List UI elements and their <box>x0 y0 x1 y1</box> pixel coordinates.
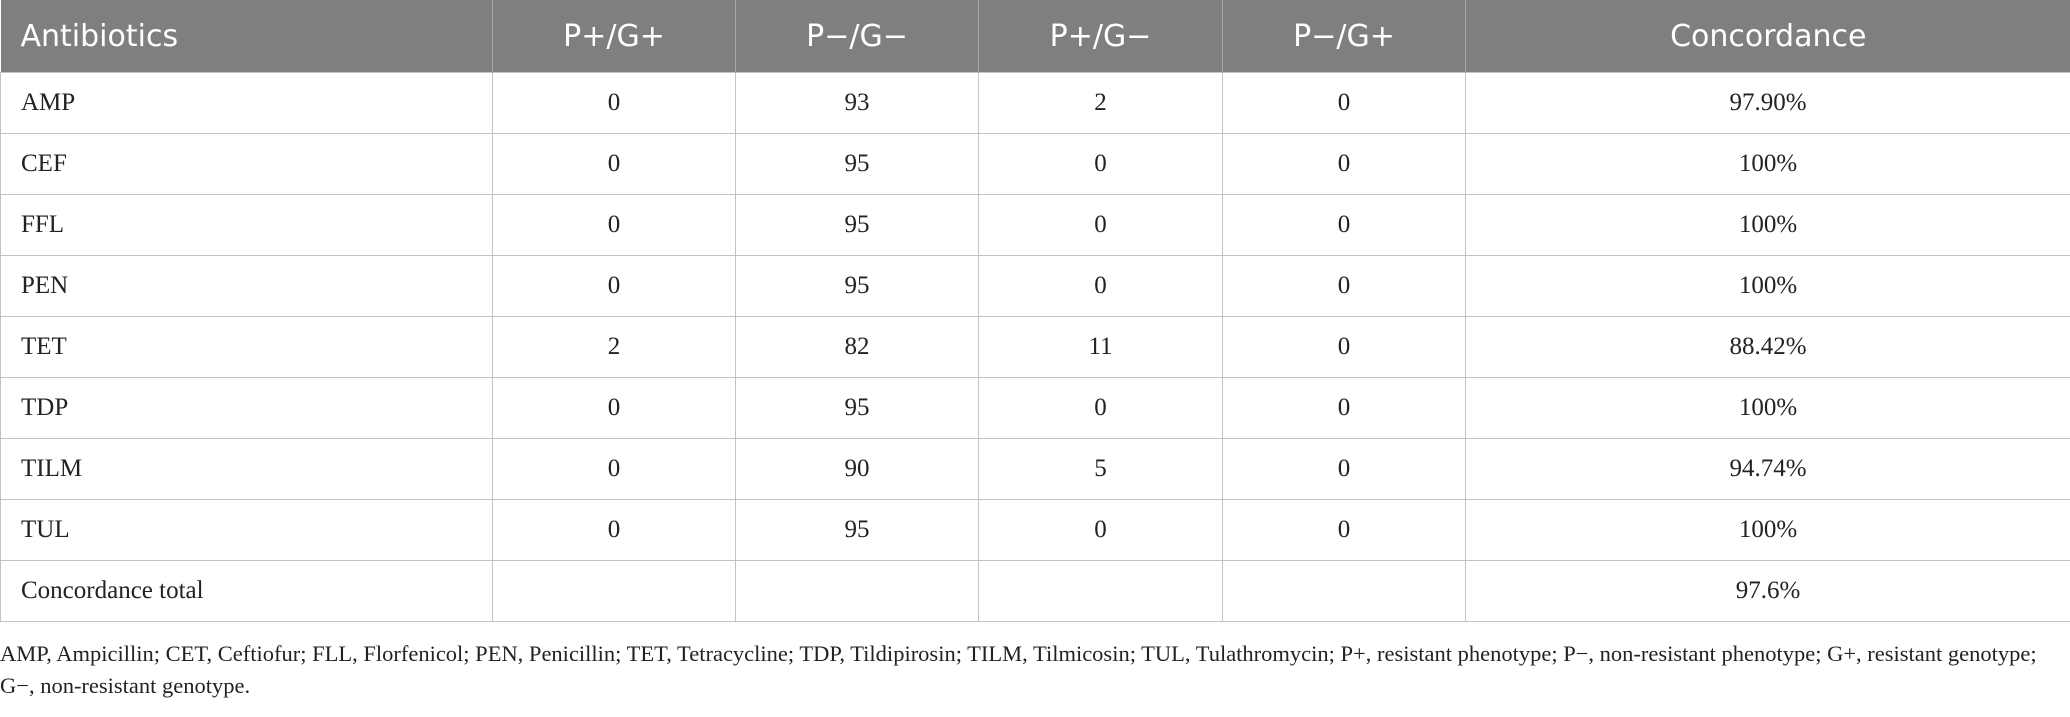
header-cell: Antibiotics <box>0 0 493 73</box>
header-cell: P+/G+ <box>492 0 736 73</box>
table-cell: 2 <box>978 72 1223 134</box>
empty-cell <box>492 560 736 622</box>
table-row: TET 2 82 11 0 88.42% <box>0 316 2070 378</box>
table-cell: 0 <box>1222 377 1466 439</box>
table-cell: CEF <box>0 133 493 195</box>
total-row: Concordance total 97.6% <box>0 560 2070 622</box>
table-cell: 100% <box>1465 255 2070 317</box>
table-cell: 88.42% <box>1465 316 2070 378</box>
header-cell: P−/G− <box>735 0 979 73</box>
header-row: Antibiotics P+/G+ P−/G− P+/G− P−/G+ Concordan… <box>0 0 2070 73</box>
table-cell: 90 <box>735 438 979 500</box>
table-cell: 0 <box>1222 194 1466 256</box>
table-cell: 0 <box>492 255 736 317</box>
table-cell: FFL <box>0 194 493 256</box>
table-cell: 95 <box>735 194 979 256</box>
table-cell: 0 <box>1222 133 1466 195</box>
table-cell: 97.6% <box>1465 560 2070 622</box>
table-cell: 93 <box>735 72 979 134</box>
table-row: AMP 0 93 2 0 97.90% <box>0 72 2070 134</box>
empty-cell <box>978 560 1223 622</box>
table-cell: 0 <box>978 133 1223 195</box>
data-table: Antibiotics P+/G+ P−/G− P+/G− P−/G+ Concordan… <box>0 0 2070 622</box>
table-cell: 100% <box>1465 499 2070 561</box>
table-cell: 95 <box>735 255 979 317</box>
table-cell: 0 <box>978 255 1223 317</box>
table-cell: 11 <box>978 316 1223 378</box>
table-cell: 97.90% <box>1465 72 2070 134</box>
table-cell: 0 <box>492 194 736 256</box>
table-cell: 0 <box>1222 438 1466 500</box>
table-row: CEF 0 95 0 0 100% <box>0 133 2070 195</box>
table-cell: TDP <box>0 377 493 439</box>
header-cell: Concordance <box>1465 0 2070 73</box>
table-cell: TET <box>0 316 493 378</box>
header-cell: P−/G+ <box>1222 0 1466 73</box>
table-cell: 100% <box>1465 377 2070 439</box>
table-cell: 100% <box>1465 194 2070 256</box>
table-cell: TUL <box>0 499 493 561</box>
table-cell: 0 <box>978 499 1223 561</box>
table-cell: 95 <box>735 133 979 195</box>
table-cell: 0 <box>492 438 736 500</box>
table-row: TDP 0 95 0 0 100% <box>0 377 2070 439</box>
footnote: AMP, Ampicillin; CET, Ceftiofur; FLL, Fl… <box>0 641 2037 698</box>
table-cell: 0 <box>1222 72 1466 134</box>
table-row: PEN 0 95 0 0 100% <box>0 255 2070 317</box>
table-cell: 0 <box>978 194 1223 256</box>
table-cell: TILM <box>0 438 493 500</box>
header-cell: P+/G− <box>978 0 1223 73</box>
table-cell: 82 <box>735 316 979 378</box>
empty-cell <box>735 560 979 622</box>
table-cell: 100% <box>1465 133 2070 195</box>
table-cell: 0 <box>492 377 736 439</box>
table-cell: 0 <box>978 377 1223 439</box>
table-cell: 0 <box>1222 316 1466 378</box>
table-cell: 95 <box>735 499 979 561</box>
table-cell: 0 <box>492 72 736 134</box>
empty-cell <box>1222 560 1466 622</box>
table-cell: PEN <box>0 255 493 317</box>
table-row: FFL 0 95 0 0 100% <box>0 194 2070 256</box>
table-cell: 0 <box>492 499 736 561</box>
table-cell: 95 <box>735 377 979 439</box>
table-body: AMP 0 93 2 0 97.90% CEF 0 95 0 0 100% FFL 0 95 0 0 100% PE… <box>0 72 2070 622</box>
table-cell: 0 <box>492 133 736 195</box>
table-cell: 0 <box>1222 499 1466 561</box>
table-cell: Concordance total <box>0 560 493 622</box>
table-row: TUL 0 95 0 0 100% <box>0 499 2070 561</box>
table-row: TILM 0 90 5 0 94.74% <box>0 438 2070 500</box>
table-cell: 0 <box>1222 255 1466 317</box>
table-cell: AMP <box>0 72 493 134</box>
table-cell: 94.74% <box>1465 438 2070 500</box>
table-cell: 5 <box>978 438 1223 500</box>
table-cell: 2 <box>492 316 736 378</box>
